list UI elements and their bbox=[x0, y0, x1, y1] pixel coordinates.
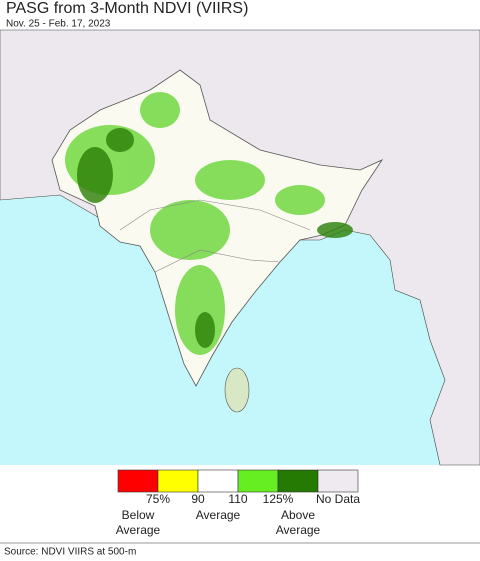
title: PASG from 3-Month NDVI (VIIRS) bbox=[6, 0, 248, 17]
border bbox=[154, 249, 281, 273]
legend-no-data: No Data bbox=[316, 492, 360, 506]
legend-swatch bbox=[277, 469, 319, 493]
legend-caption: Above bbox=[281, 508, 315, 522]
border bbox=[119, 199, 311, 231]
legend-tick: 110 bbox=[228, 492, 247, 506]
legend-swatch bbox=[317, 469, 359, 493]
legend-swatch bbox=[117, 469, 159, 493]
legend-tick: 90 bbox=[191, 492, 205, 506]
legend-tick: 125% bbox=[263, 492, 294, 506]
legend-tick: 75% bbox=[146, 492, 170, 506]
source: Source: NDVI VIIRS at 500-m bbox=[4, 547, 136, 558]
legend-swatch bbox=[237, 469, 279, 493]
legend-caption: Below bbox=[122, 508, 155, 522]
legend-caption: Average bbox=[276, 523, 321, 537]
vegetation-dark bbox=[77, 128, 353, 348]
legend-caption: Average bbox=[196, 508, 241, 522]
legend-caption: Average bbox=[116, 523, 161, 537]
subtitle: Nov. 25 - Feb. 17, 2023 bbox=[6, 19, 111, 30]
legend-swatch bbox=[197, 469, 239, 493]
legend-swatch bbox=[157, 469, 199, 493]
map bbox=[0, 29, 480, 466]
sri-lanka bbox=[224, 367, 250, 413]
